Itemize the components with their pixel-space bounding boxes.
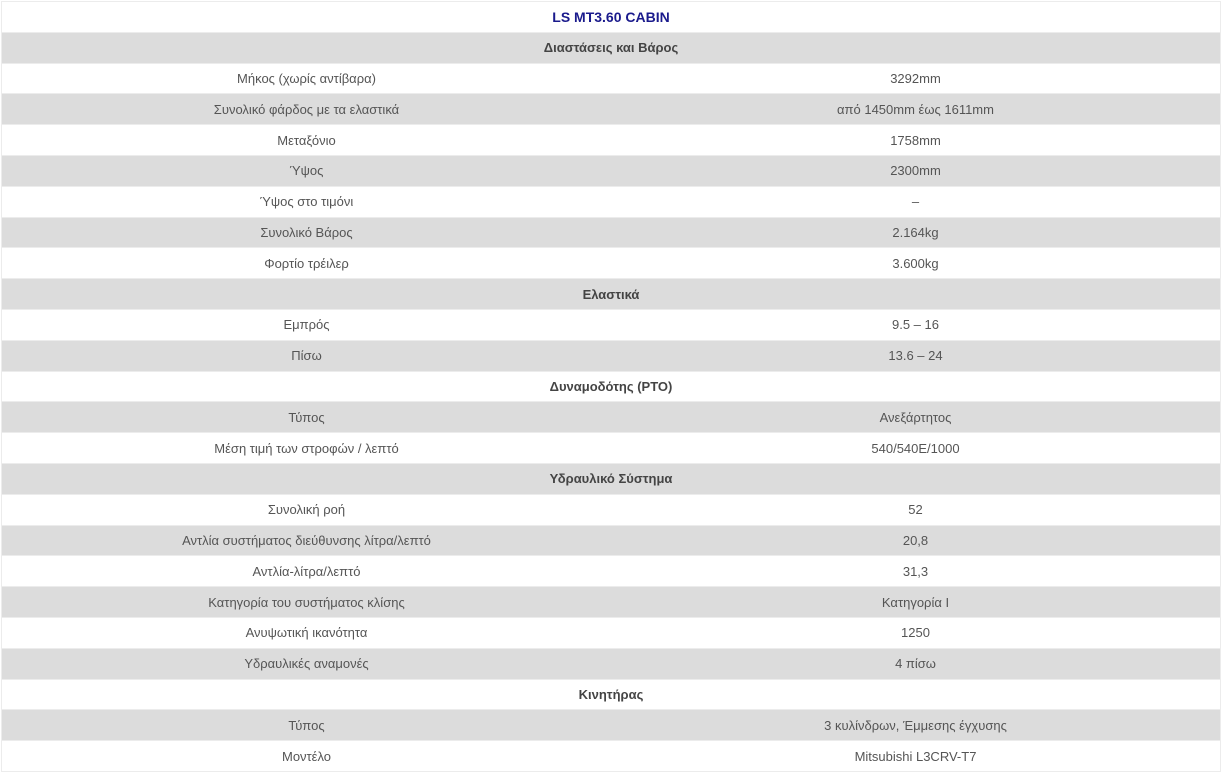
table-row: Συνολική ροή 52 (1, 493, 1221, 526)
spec-label: Συνολικό Βάρος (1, 216, 611, 248)
spec-label: Μεταξόνιο (1, 124, 611, 156)
spec-value: 2.164kg (611, 216, 1221, 248)
spec-label: Συνολική ροή (1, 493, 611, 526)
spec-label: Μήκος (χωρίς αντίβαρα) (1, 62, 611, 94)
spec-label: Ανυψωτική ικανότητα (1, 616, 611, 649)
table-row: Ύψος στο τιμόνι – (1, 185, 1221, 218)
spec-value: 4 πίσω (611, 647, 1221, 680)
spec-label: Ύψος στο τιμόνι (1, 185, 611, 218)
spec-label: Αντλία-λίτρα/λεπτό (1, 555, 611, 587)
spec-value: Mitsubishi L3CRV-T7 (611, 740, 1221, 772)
spec-value: – (611, 185, 1221, 218)
section-heading: Κινητήρας (1, 678, 1221, 710)
table-row: Τύπος 3 κυλίνδρων, Έμμεσης έγχυσης (1, 709, 1221, 741)
spec-value: 3 κυλίνδρων, Έμμεσης έγχυσης (611, 709, 1221, 741)
spec-label: Μέση τιμή των στροφών / λεπτό (1, 432, 611, 464)
section-header-row: Ελαστικά (1, 278, 1221, 310)
spec-value: 3.600kg (611, 247, 1221, 279)
spec-value: 540/540E/1000 (611, 432, 1221, 464)
spec-label: Τύπος (1, 709, 611, 741)
table-row: Πίσω 13.6 – 24 (1, 339, 1221, 372)
table-row: Αντλία-λίτρα/λεπτό 31,3 (1, 555, 1221, 587)
table-row: Τύπος Ανεξάρτητος (1, 401, 1221, 433)
spec-value: 52 (611, 493, 1221, 526)
table-row: Μήκος (χωρίς αντίβαρα) 3292mm (1, 62, 1221, 94)
spec-value: 1250 (611, 616, 1221, 649)
section-heading: Διαστάσεις και Βάρος (1, 31, 1221, 64)
spec-label: Μοντέλο (1, 740, 611, 772)
spec-label: Πίσω (1, 339, 611, 372)
table-row: Μεταξόνιο 1758mm (1, 124, 1221, 156)
spec-label: Κατηγορία του συστήματος κλίσης (1, 586, 611, 618)
table-row: Συνολικό φάρδος με τα ελαστικά από 1450mm… (1, 93, 1221, 125)
spec-label: Ύψος (1, 154, 611, 187)
spec-label: Τύπος (1, 401, 611, 433)
spec-label: Υδραυλικές αναμονές (1, 647, 611, 680)
table-row: Κατηγορία του συστήματος κλίσης Κατηγορία… (1, 586, 1221, 618)
section-header-row: Διαστάσεις και Βάρος (1, 31, 1221, 64)
spec-value: από 1450mm έως 1611mm (611, 93, 1221, 125)
section-header-row: Δυναμοδότης (PTO) (1, 370, 1221, 402)
table-row: Φορτίο τρέιλερ 3.600kg (1, 247, 1221, 279)
section-header-row: Κινητήρας (1, 678, 1221, 710)
spec-label: Φορτίο τρέιλερ (1, 247, 611, 279)
table-row: Εμπρός 9.5 – 16 (1, 308, 1221, 341)
table-row: Μέση τιμή των στροφών / λεπτό 540/540E/10… (1, 432, 1221, 464)
table-title: LS MT3.60 CABIN (1, 1, 1221, 33)
spec-label: Εμπρός (1, 308, 611, 341)
spec-value: 31,3 (611, 555, 1221, 587)
table-row: Συνολικό Βάρος 2.164kg (1, 216, 1221, 248)
section-heading: Υδραυλικό Σύστημα (1, 462, 1221, 495)
section-heading: Δυναμοδότης (PTO) (1, 370, 1221, 402)
spec-value: 20,8 (611, 524, 1221, 556)
spec-value: Κατηγορία I (611, 586, 1221, 618)
spec-label: Συνολικό φάρδος με τα ελαστικά (1, 93, 611, 125)
spec-value: 3292mm (611, 62, 1221, 94)
table-row: Αντλία συστήματος διεύθυνσης λίτρα/λεπτό… (1, 524, 1221, 556)
spec-value: 9.5 – 16 (611, 308, 1221, 341)
title-row: LS MT3.60 CABIN (1, 1, 1221, 33)
table-row: Μοντέλο Mitsubishi L3CRV-T7 (1, 740, 1221, 772)
spec-value: 1758mm (611, 124, 1221, 156)
table-row: Ύψος 2300mm (1, 154, 1221, 187)
spec-label: Αντλία συστήματος διεύθυνσης λίτρα/λεπτό (1, 524, 611, 556)
spec-value: 13.6 – 24 (611, 339, 1221, 372)
spec-value: 2300mm (611, 154, 1221, 187)
table-row: Ανυψωτική ικανότητα 1250 (1, 616, 1221, 649)
section-header-row: Υδραυλικό Σύστημα (1, 462, 1221, 495)
section-heading: Ελαστικά (1, 278, 1221, 310)
table-row: Υδραυλικές αναμονές 4 πίσω (1, 647, 1221, 680)
spec-value: Ανεξάρτητος (611, 401, 1221, 433)
